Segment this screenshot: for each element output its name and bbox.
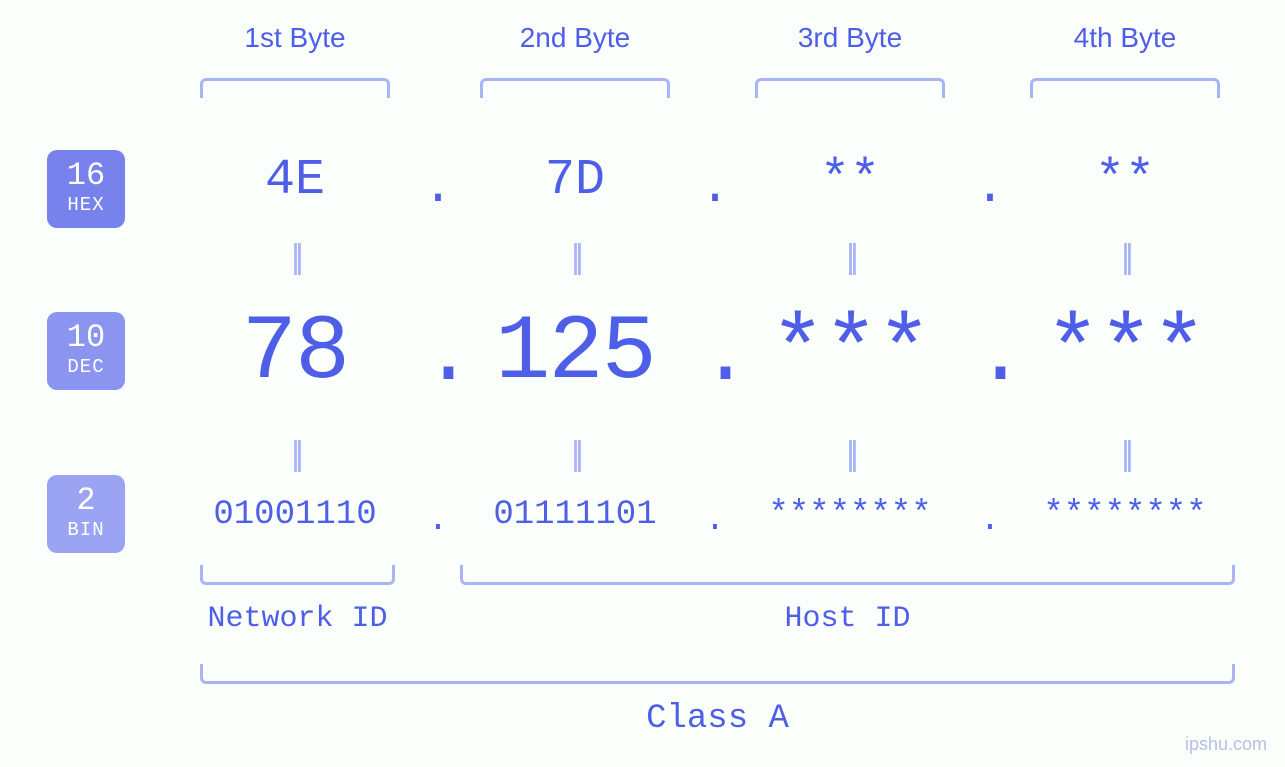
equals-icon: || <box>1010 435 1240 474</box>
dec-value-2: 125 <box>460 300 690 405</box>
class-bracket <box>200 664 1235 684</box>
byte-bracket-top-3 <box>755 78 945 98</box>
equals-icon: || <box>180 435 410 474</box>
separator-dot: . <box>700 502 730 540</box>
byte-bracket-top-1 <box>200 78 390 98</box>
equals-icon: || <box>180 238 410 277</box>
separator-dot: . <box>975 160 1005 217</box>
bin-value-2: 01111101 <box>460 496 690 534</box>
base-num-bin: 2 <box>47 485 125 517</box>
hex-value-4: ** <box>1010 152 1240 209</box>
base-badge-dec: 10 DEC <box>47 312 125 390</box>
byte-header-3: 3rd Byte <box>735 22 965 54</box>
watermark: ipshu.com <box>1185 734 1267 755</box>
equals-icon: || <box>1010 238 1240 277</box>
byte-header-2: 2nd Byte <box>460 22 690 54</box>
hex-value-3: ** <box>735 152 965 209</box>
hex-value-2: 7D <box>460 152 690 209</box>
base-num-hex: 16 <box>47 160 125 192</box>
equals-icon: || <box>460 238 690 277</box>
dec-value-1: 78 <box>180 300 410 405</box>
bin-value-4: ******** <box>1010 496 1240 534</box>
base-badge-bin: 2 BIN <box>47 475 125 553</box>
class-label: Class A <box>200 700 1235 738</box>
network-id-label: Network ID <box>200 602 395 636</box>
base-label-bin: BIN <box>47 521 125 540</box>
dec-value-3: *** <box>735 300 965 405</box>
bin-value-1: 01001110 <box>180 496 410 534</box>
separator-dot: . <box>975 502 1005 540</box>
equals-icon: || <box>735 238 965 277</box>
dec-value-4: *** <box>1010 300 1240 405</box>
hex-value-1: 4E <box>180 152 410 209</box>
host-id-label: Host ID <box>460 602 1235 636</box>
base-label-hex: HEX <box>47 196 125 215</box>
host-id-bracket <box>460 565 1235 585</box>
equals-icon: || <box>735 435 965 474</box>
separator-dot: . <box>975 308 1005 405</box>
separator-dot: . <box>700 160 730 217</box>
byte-header-4: 4th Byte <box>1010 22 1240 54</box>
separator-dot: . <box>423 160 453 217</box>
base-label-dec: DEC <box>47 358 125 377</box>
byte-header-1: 1st Byte <box>180 22 410 54</box>
bin-value-3: ******** <box>735 496 965 534</box>
separator-dot: . <box>700 308 730 405</box>
equals-icon: || <box>460 435 690 474</box>
byte-bracket-top-2 <box>480 78 670 98</box>
network-id-bracket <box>200 565 395 585</box>
base-num-dec: 10 <box>47 322 125 354</box>
separator-dot: . <box>423 308 453 405</box>
byte-bracket-top-4 <box>1030 78 1220 98</box>
separator-dot: . <box>423 502 453 540</box>
base-badge-hex: 16 HEX <box>47 150 125 228</box>
